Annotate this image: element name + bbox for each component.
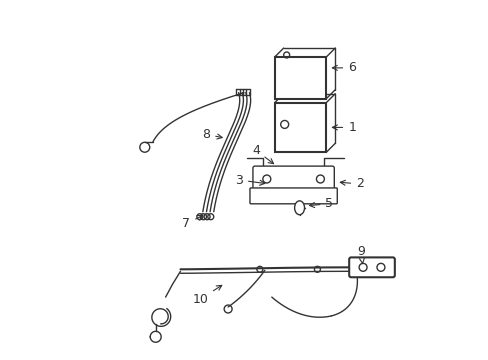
Text: 1: 1 (332, 121, 355, 134)
Text: 2: 2 (340, 177, 363, 190)
Text: 7: 7 (182, 216, 203, 230)
FancyBboxPatch shape (348, 257, 394, 277)
Text: 10: 10 (192, 285, 222, 306)
Text: 5: 5 (309, 197, 333, 210)
Text: 3: 3 (235, 174, 264, 186)
FancyBboxPatch shape (249, 188, 337, 204)
Ellipse shape (294, 201, 304, 215)
FancyBboxPatch shape (274, 103, 325, 152)
FancyBboxPatch shape (274, 57, 325, 99)
Text: 4: 4 (251, 144, 273, 164)
Text: 8: 8 (202, 128, 222, 141)
Text: 6: 6 (332, 61, 355, 75)
Text: 9: 9 (356, 245, 364, 264)
FancyBboxPatch shape (252, 166, 334, 192)
